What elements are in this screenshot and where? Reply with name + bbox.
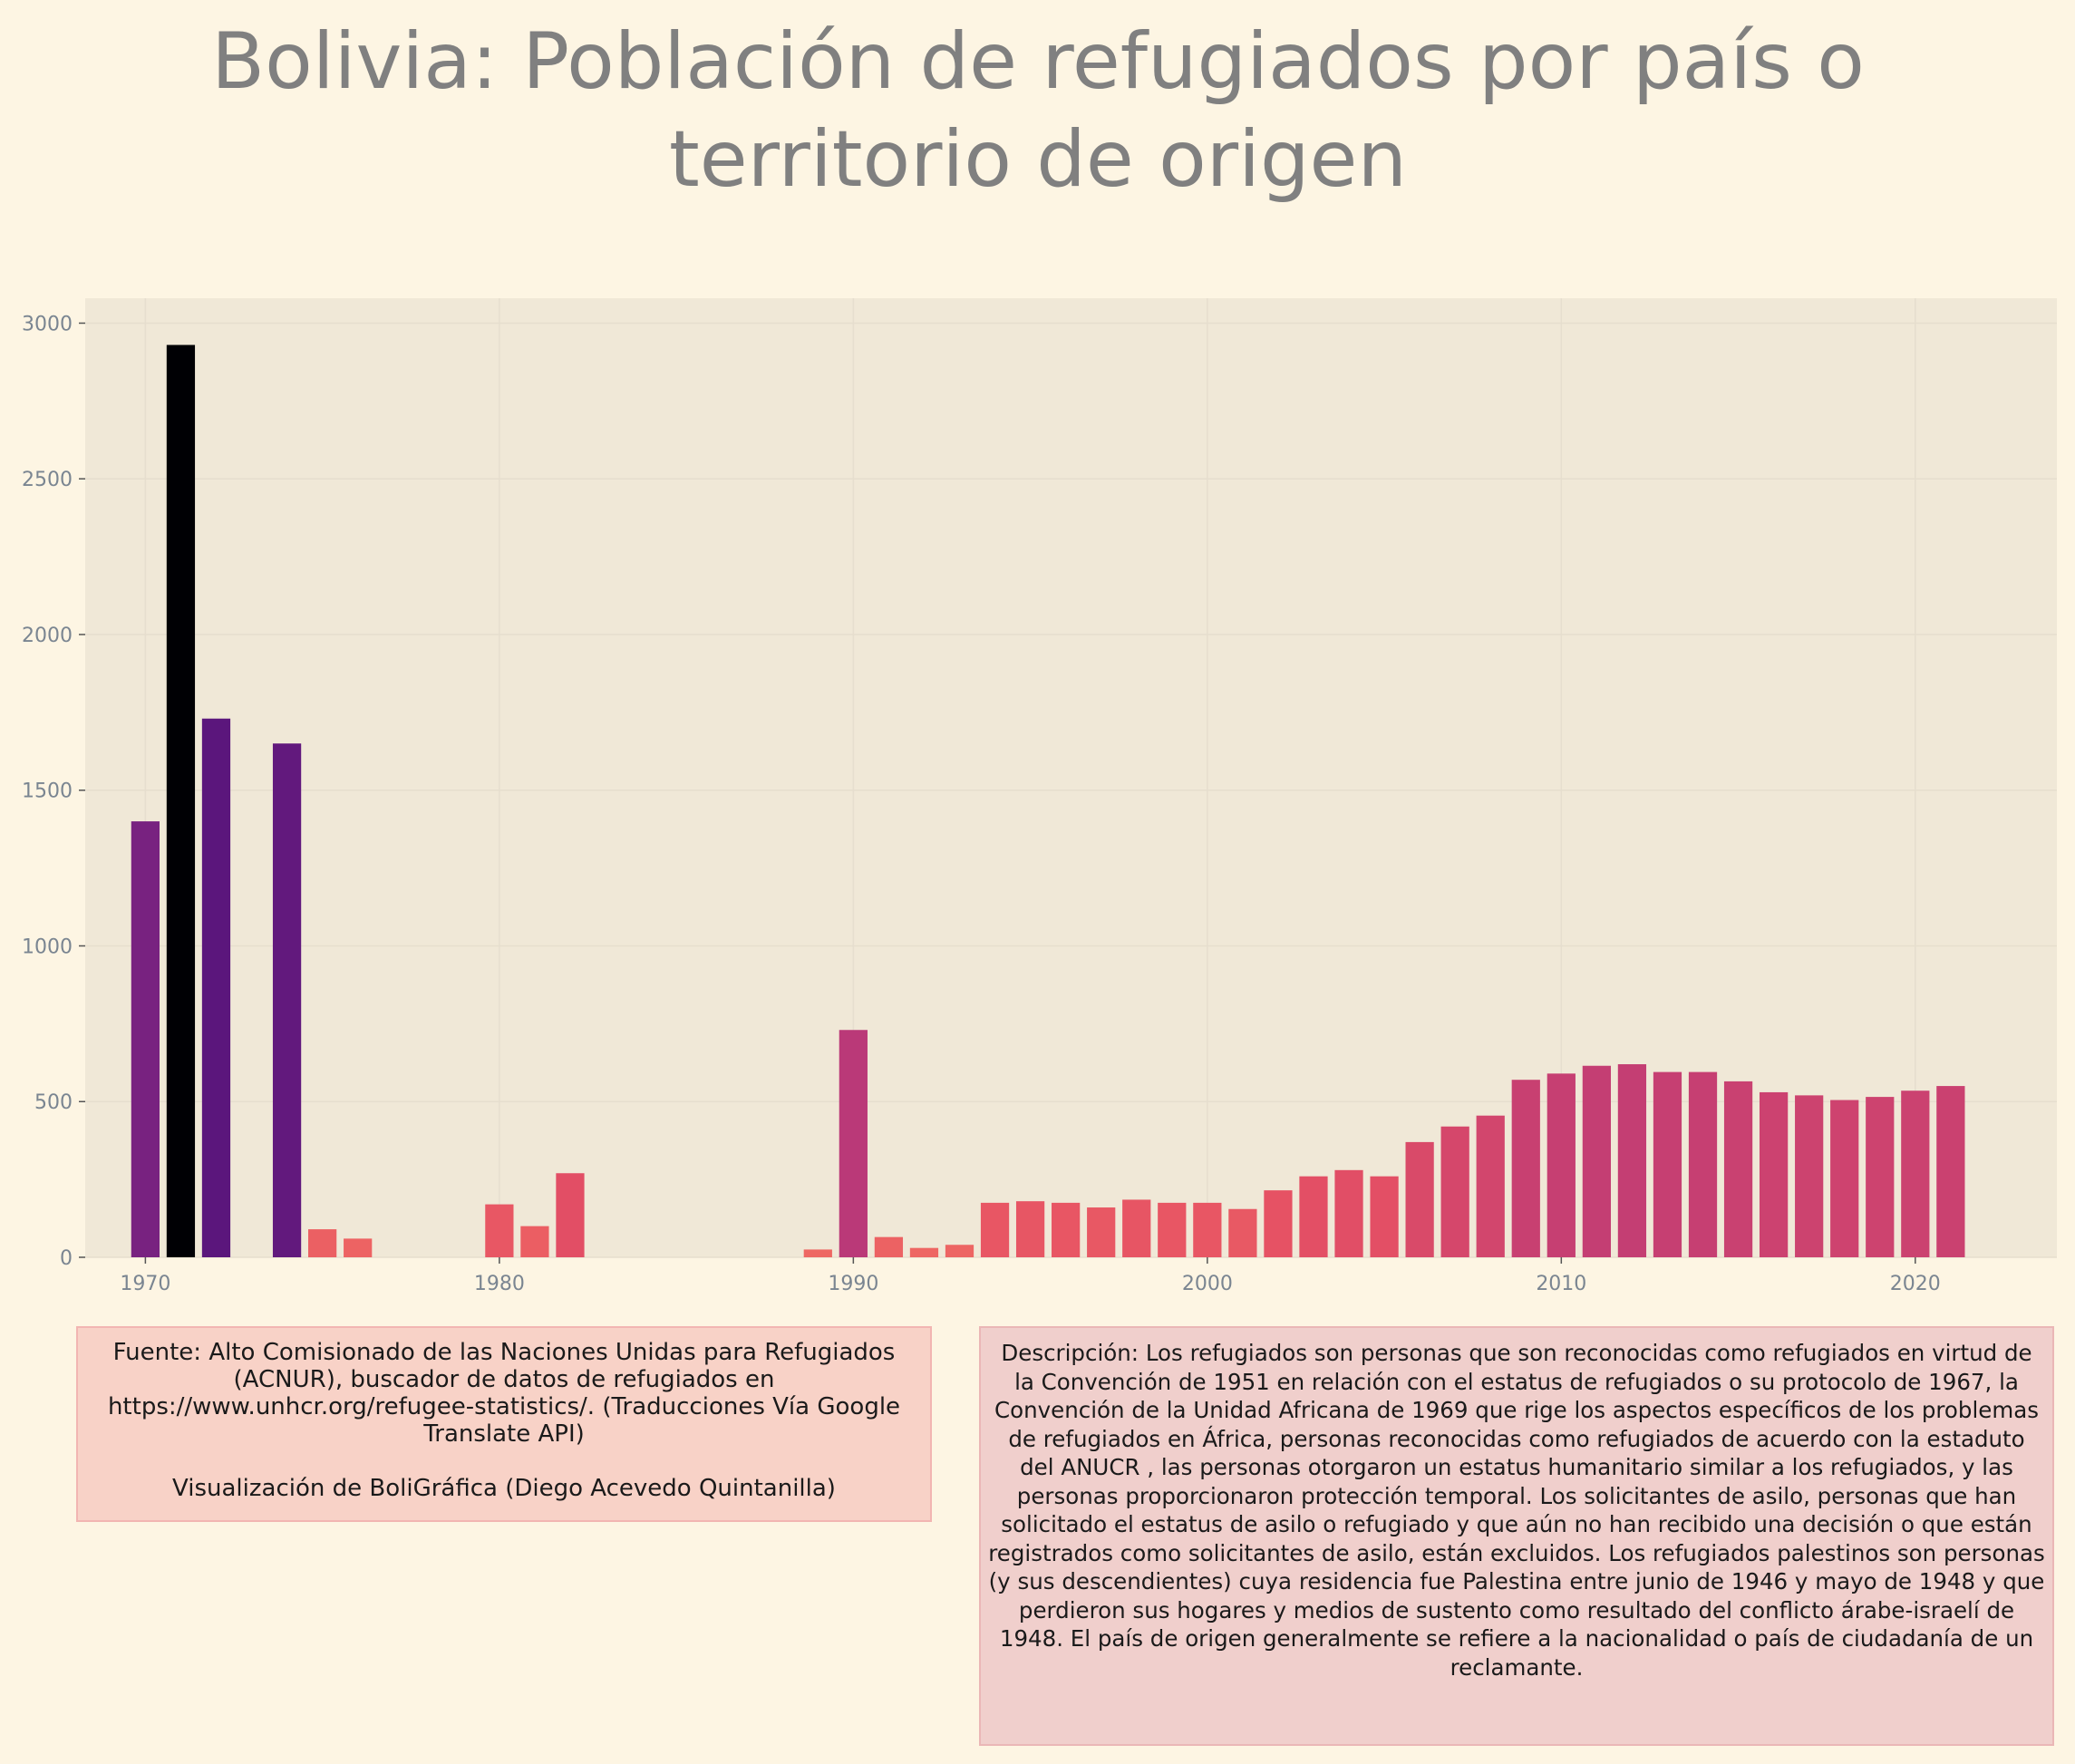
bar-1992 [909,1247,939,1257]
bar-1971 [166,344,196,1257]
bar-2012 [1617,1064,1647,1257]
bar-2009 [1511,1080,1540,1257]
bar-1999 [1158,1202,1187,1257]
source-text: Fuente: Alto Comisionado de las Naciones… [107,1339,901,1448]
bar-1998 [1122,1199,1151,1257]
chart-title: Bolivia: Población de refugiados por paí… [211,16,1865,205]
bar-1989 [803,1249,832,1257]
source-box: Fuente: Alto Comisionado de las Naciones… [76,1326,932,1522]
bar-chart: 0 500 1000 1500 2000 2500 3000 1970 1980 1990 200… [22,298,2057,1295]
bar-1976 [344,1238,373,1257]
y-tick-label: 0 [60,1247,73,1270]
bar-1997 [1087,1207,1116,1257]
bar-1975 [308,1229,337,1257]
bar-2005 [1370,1176,1399,1257]
bar-2001 [1228,1208,1257,1257]
bar-2011 [1582,1065,1611,1257]
bar-2019 [1866,1097,1895,1257]
y-tick-label: 1000 [22,935,73,958]
bar-2006 [1405,1141,1434,1257]
bar-2020 [1901,1090,1930,1257]
bar-1996 [1052,1202,1081,1257]
bar-1974 [272,743,302,1257]
bar-2016 [1759,1091,1789,1257]
bar-2018 [1830,1100,1859,1257]
bar-1991 [874,1236,904,1257]
bar-1981 [520,1226,549,1257]
x-tick-label: 1980 [474,1273,525,1295]
y-tick-label: 2500 [22,469,73,491]
bar-2007 [1440,1126,1469,1257]
y-tick-label: 1500 [22,780,73,803]
bar-2013 [1653,1071,1682,1257]
bar-2021 [1936,1086,1965,1257]
x-axis: 1970 1980 1990 2000 2010 2020 [120,1257,1941,1295]
bar-1970 [131,821,160,1257]
bar-1980 [485,1204,514,1257]
bar-2010 [1547,1073,1576,1257]
x-tick-label: 1990 [828,1273,878,1295]
y-axis: 0 500 1000 1500 2000 2500 3000 [22,313,85,1270]
bar-2003 [1299,1176,1328,1257]
bar-1982 [556,1173,585,1257]
x-tick-label: 1970 [120,1273,170,1295]
y-tick-label: 2000 [22,625,73,647]
y-tick-label: 500 [34,1091,73,1114]
bar-2017 [1795,1095,1824,1257]
bars [131,344,1965,1257]
x-tick-label: 2010 [1536,1273,1586,1295]
y-tick-label: 3000 [22,313,73,335]
bar-1972 [201,718,231,1257]
description-box: Descripción: Los refugiados son personas… [979,1326,2054,1746]
x-tick-label: 2020 [1890,1273,1941,1295]
bar-1994 [980,1202,1010,1257]
x-tick-label: 2000 [1182,1273,1233,1295]
bar-1993 [945,1245,974,1257]
bar-1990 [839,1030,868,1257]
bar-2008 [1476,1115,1505,1257]
bar-2002 [1264,1190,1293,1257]
bar-2014 [1688,1071,1718,1257]
credit-text: Visualización de BoliGráfica (Diego Acev… [172,1475,836,1502]
bar-2000 [1193,1202,1222,1257]
bar-2004 [1334,1169,1363,1257]
bar-1995 [1015,1201,1045,1257]
bar-2015 [1723,1081,1753,1257]
description-text: Descripción: Los refugiados son personas… [988,1340,2045,1681]
